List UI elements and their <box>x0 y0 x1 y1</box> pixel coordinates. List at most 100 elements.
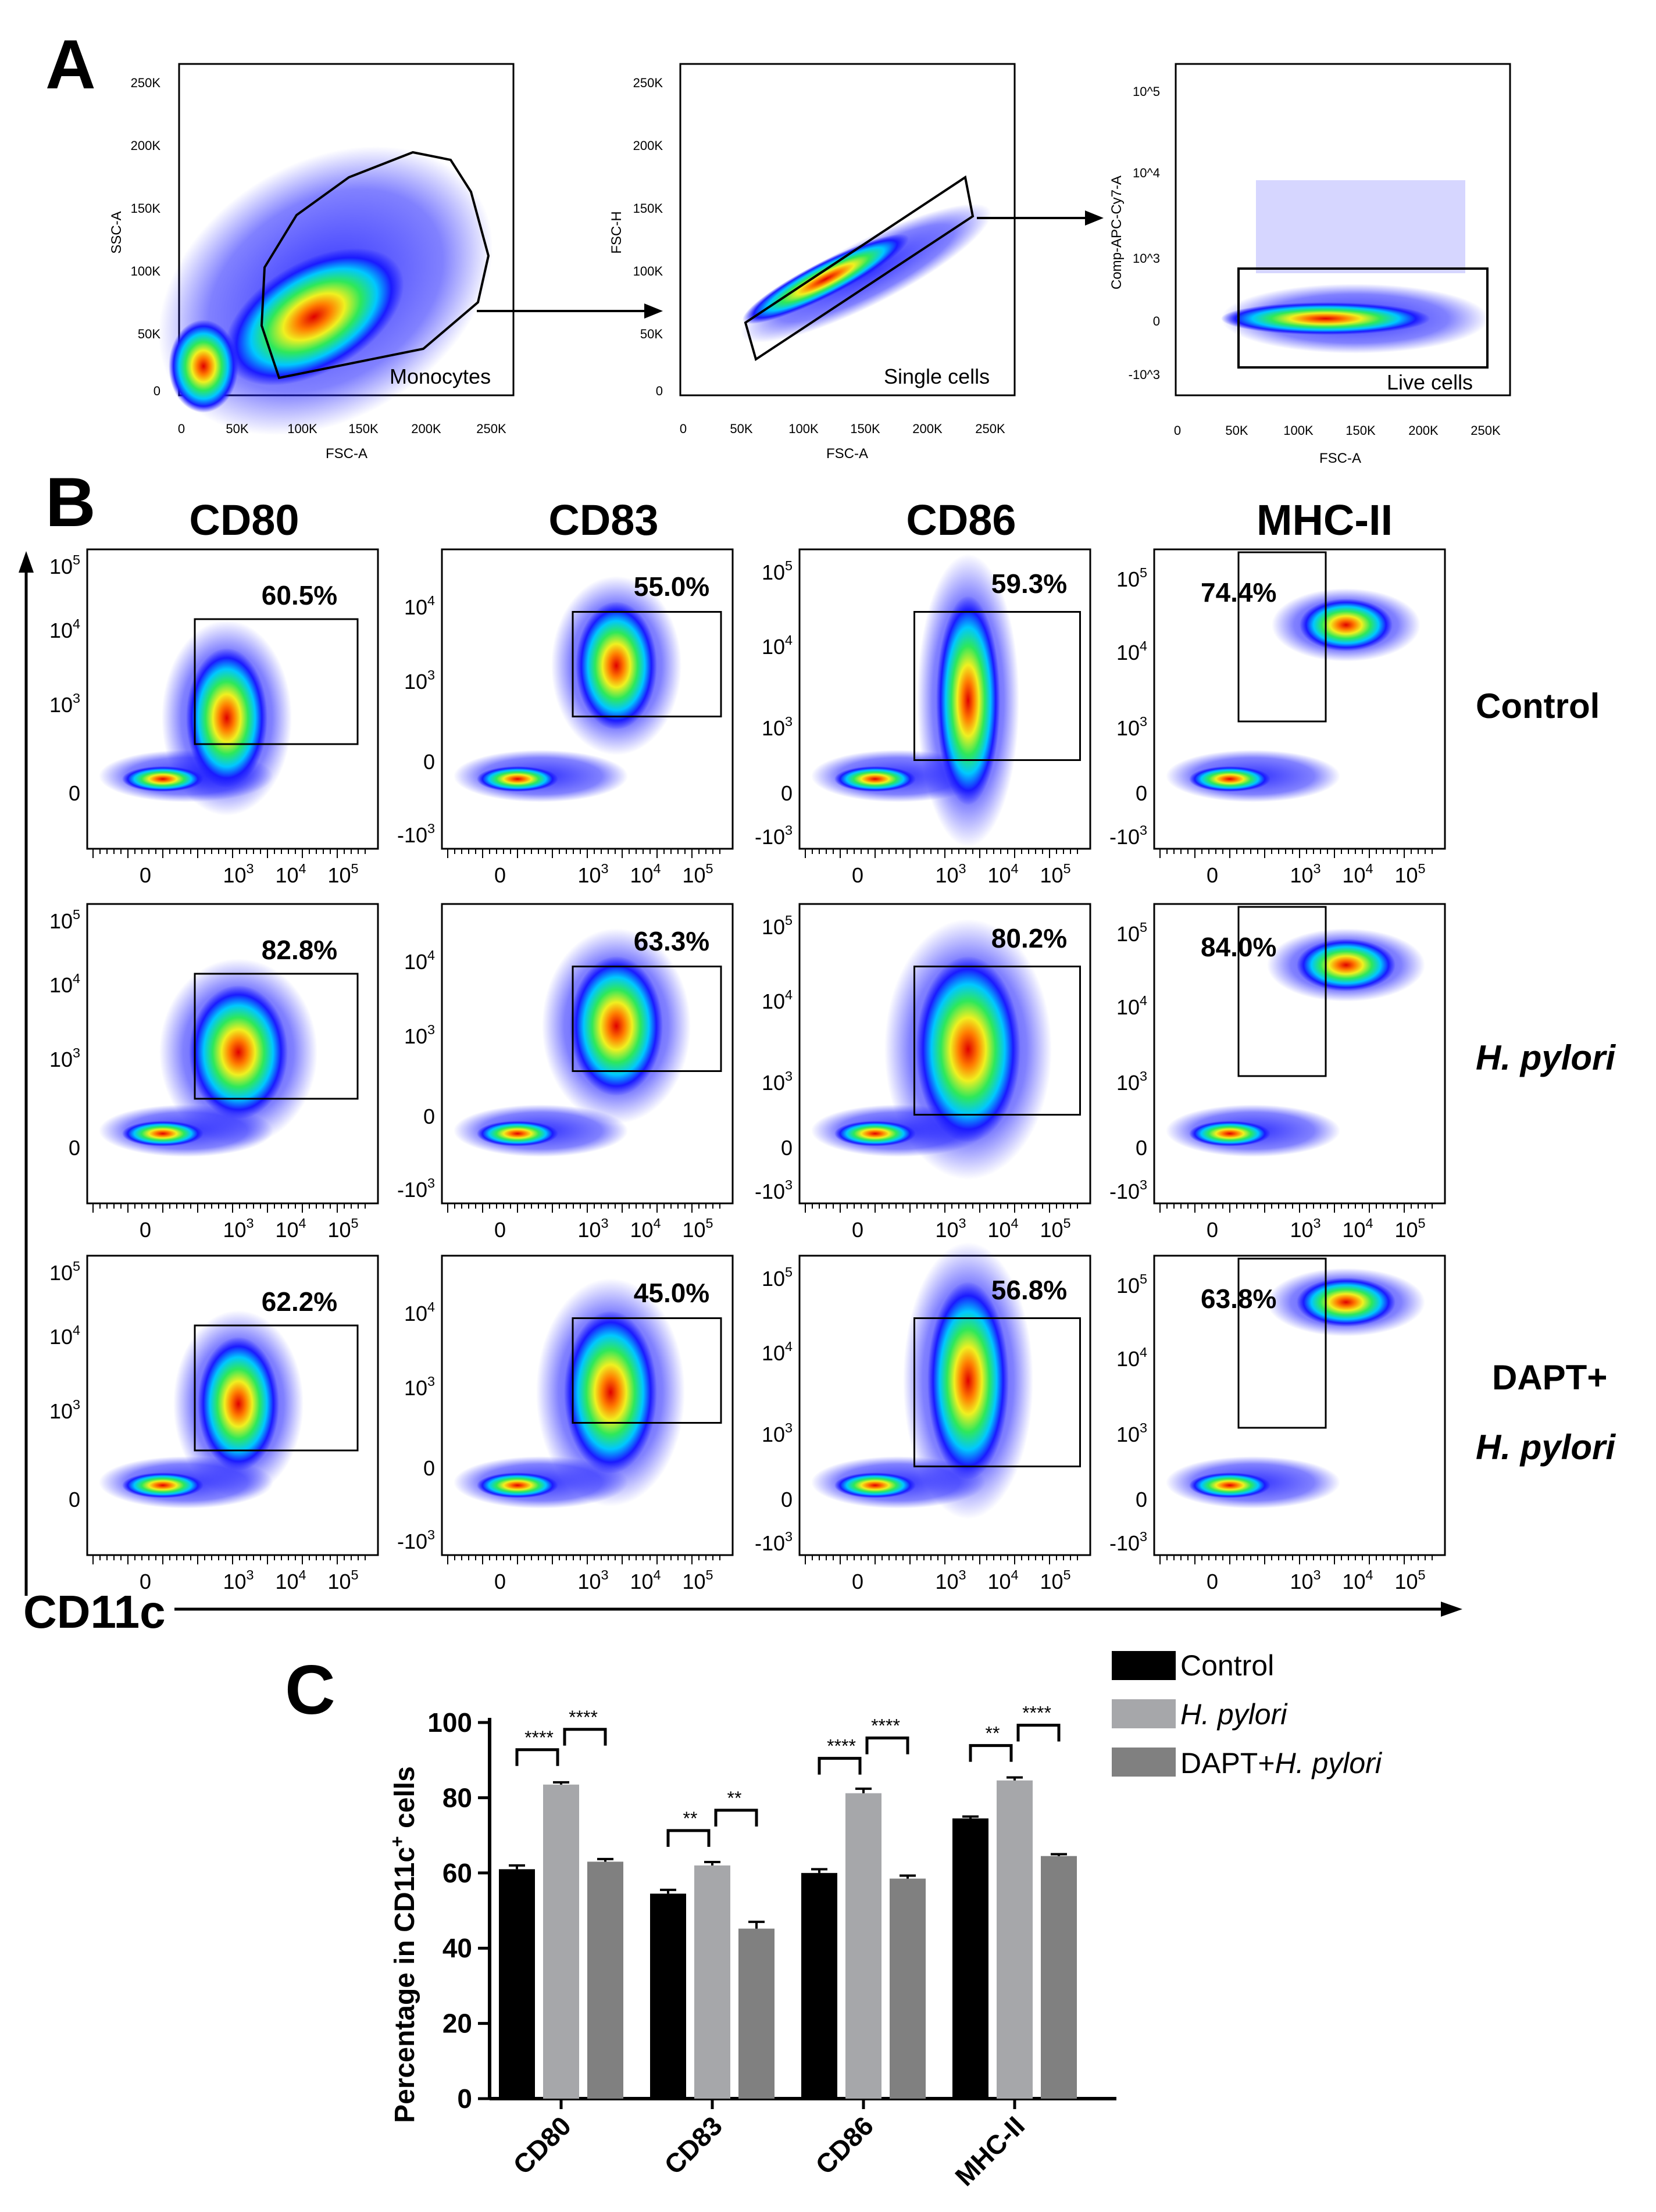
gate-box <box>194 973 359 1100</box>
y-tick-label-base: 10 <box>49 555 73 578</box>
significance-bracket <box>969 1744 1013 1762</box>
y-tick-label-base: 10 <box>762 1267 785 1291</box>
row-label-hpylori: H. pylori <box>1476 1038 1616 1077</box>
x-tick-label: 0 <box>1207 863 1218 887</box>
x-tick-label-base: 10 <box>1394 1570 1418 1593</box>
legend-label-hpylori: H. pylori <box>1180 1698 1288 1731</box>
bar-dapt-h-pylori-cd80 <box>587 1861 623 2099</box>
y-tick-label: -10^3 <box>1129 367 1160 382</box>
y-tick-label: 104 <box>49 616 80 642</box>
y-tick-label-exp: 4 <box>73 616 80 631</box>
x-tick-label: 105 <box>1040 861 1070 887</box>
y-tick-label: 103 <box>762 714 793 740</box>
legend-label-control: Control <box>1180 1649 1274 1682</box>
x-tick-label: 0 <box>1174 423 1181 438</box>
y-tick-label-base: 10 <box>762 560 785 584</box>
y-tick-label: 100K <box>131 264 161 278</box>
x-tick-label-base: 10 <box>987 1570 1011 1593</box>
row-label-control: Control <box>1476 687 1600 726</box>
y-tick-label-base: 10 <box>1116 716 1140 740</box>
gating-plot-live-cells: Live cells Comp-APC-Cy7-A FSC-A 10^5 10^… <box>1109 63 1511 466</box>
bar-dapt-h-pylori-cd83 <box>738 1928 775 2099</box>
x-tick-label: 103 <box>223 861 254 887</box>
y-tick-label: 104 <box>404 593 435 619</box>
y-tick-label-base: 10 <box>49 909 73 933</box>
bar-control-mhc-ii <box>952 1818 988 2099</box>
bar-layer: 100806040200CD80********CD83****CD86****… <box>427 1703 1116 2192</box>
y-tick-label: 104 <box>49 971 80 997</box>
x-tick-label: 0 <box>852 1570 863 1593</box>
gate-percentage: 45.0% <box>634 1278 709 1308</box>
y-tick-label: 10^3 <box>1133 251 1160 266</box>
gate-percentage: 60.5% <box>262 580 337 610</box>
x-tick-label-base: 10 <box>327 1218 351 1242</box>
x-tick-label-base: 10 <box>682 1570 705 1593</box>
density-hotspot <box>189 985 288 1119</box>
x-tick-label-exp: 4 <box>654 861 661 876</box>
y-tick-label: 104 <box>1116 993 1147 1019</box>
y-tick-label: 0 <box>423 1105 435 1128</box>
gate-box <box>1237 551 1327 723</box>
y-tick-label: 0 <box>423 1456 435 1480</box>
y-tick-label: 105 <box>1116 565 1147 591</box>
y-tick-label: 100K <box>633 264 663 278</box>
density-hotspot <box>576 602 657 730</box>
y-tick-label: 104 <box>1116 638 1147 664</box>
legend-swatch-hpylori <box>1112 1699 1176 1728</box>
x-tick-label-exp: 4 <box>1366 1567 1373 1582</box>
x-tick-label: 103 <box>1290 861 1320 887</box>
x-tick-label-base: 10 <box>1394 1218 1418 1242</box>
x-tick-label-base: 10 <box>682 1218 705 1242</box>
density-hotspot <box>122 766 204 792</box>
y-tick-label-base: 10 <box>404 595 427 619</box>
y-tick-label: 10^4 <box>1133 166 1160 180</box>
gate-percentage: 59.3% <box>991 569 1067 599</box>
x-tick-label: CD86 <box>809 2110 879 2180</box>
x-tick-label-base: 10 <box>987 1218 1011 1242</box>
x-tick-label: 250K <box>1471 423 1501 438</box>
y-tick-label-base: 10 <box>762 915 785 939</box>
density-hotspot <box>477 1121 558 1146</box>
y-tick-label: 103 <box>49 1397 80 1423</box>
x-axis-label: FSC-A <box>326 446 367 462</box>
y-tick-label-exp: 5 <box>73 552 80 567</box>
y-tick-label-exp: 4 <box>427 593 435 608</box>
x-tick-label: 104 <box>987 861 1018 887</box>
x-tick-label-base: 10 <box>682 863 705 887</box>
x-tick-label: 0 <box>494 863 506 887</box>
x-tick-label-exp: 4 <box>299 861 306 876</box>
x-tick-label-exp: 3 <box>247 1216 254 1231</box>
x-tick-label: 103 <box>577 861 608 887</box>
x-tick-label-exp: 5 <box>1063 861 1071 876</box>
y-tick-label: 105 <box>1116 1271 1147 1298</box>
x-tick-label-base: 10 <box>1342 1218 1365 1242</box>
y-tick-label-exp: 3 <box>1140 1069 1147 1084</box>
y-tick-label-base: 10 <box>404 1024 427 1048</box>
significance-label: ** <box>727 1788 742 1809</box>
y-tick-label-exp: 3 <box>785 1177 793 1192</box>
x-tick-label: 0 <box>1207 1570 1218 1593</box>
y-tick-label: 0 <box>1136 1488 1147 1511</box>
y-axis-arrow <box>19 551 34 1596</box>
y-tick-label-base: -10 <box>755 825 785 849</box>
plot-frame <box>1153 548 1446 850</box>
gate-box <box>913 966 1081 1116</box>
y-tick-label-base: 10 <box>1116 1071 1140 1095</box>
y-tick-label: 0 <box>1136 1136 1147 1160</box>
y-tick-label-base: 10 <box>1116 1347 1140 1371</box>
y-tick-label-exp: 3 <box>427 821 435 836</box>
x-tick-label-exp: 5 <box>706 1567 713 1582</box>
y-tick-label-base: -10 <box>397 1530 427 1553</box>
y-tick-label: 104 <box>1116 1345 1147 1371</box>
x-tick-label: 50K <box>226 421 248 436</box>
density-hotspot <box>834 766 916 792</box>
x-tick-label: 104 <box>987 1216 1018 1242</box>
y-tick-label: 105 <box>49 552 80 578</box>
y-tick-label-exp: 3 <box>427 667 435 682</box>
y-tick-label-exp: 4 <box>1140 1345 1147 1360</box>
gate-box <box>913 611 1081 761</box>
y-tick-label: -103 <box>397 1175 435 1202</box>
density-hotspot <box>564 1311 657 1474</box>
x-tick-label-exp: 5 <box>351 1216 359 1231</box>
